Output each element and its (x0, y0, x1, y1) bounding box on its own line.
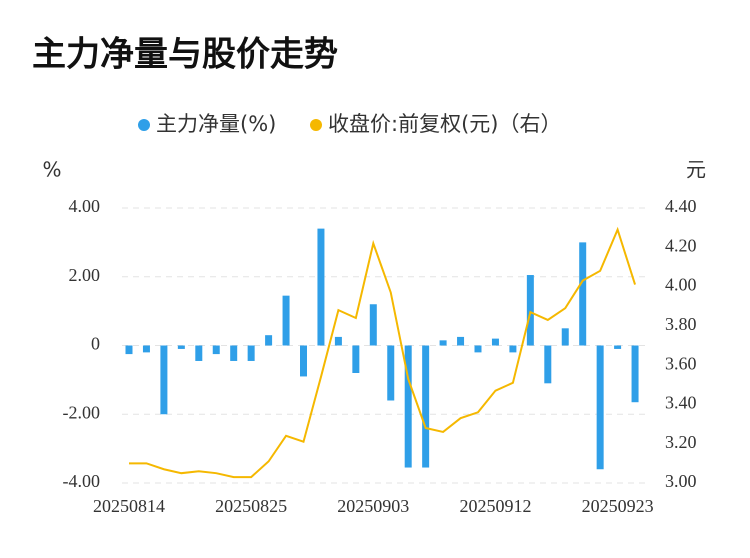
bar (317, 228, 325, 346)
bar (544, 345, 552, 384)
y2-tick-label: 3.60 (665, 353, 697, 373)
bar (282, 295, 290, 346)
bar (509, 345, 517, 353)
chart-title: 主力净量与股价走势 (32, 35, 338, 75)
bar (352, 345, 360, 373)
bar (300, 345, 307, 377)
bar (142, 345, 150, 353)
y2-tick-label: 4.20 (665, 235, 697, 255)
y-tick-label: 0 (91, 334, 100, 354)
y2-tick-label: 3.20 (665, 432, 697, 452)
y2-tick-label: 3.00 (665, 471, 697, 491)
y-tick-label: -2.00 (63, 402, 101, 422)
bar (177, 345, 185, 349)
y-tick-label: 2.00 (69, 265, 101, 285)
y-tick-label: 4.00 (69, 196, 101, 216)
legend-swatch (138, 119, 150, 131)
bar (439, 340, 447, 346)
bar (334, 336, 342, 346)
y-axis-label: % (42, 158, 61, 182)
legend-label: 收盘价:前复权(元)（右） (328, 112, 561, 136)
y2-tick-label: 3.40 (665, 393, 697, 413)
line (129, 226, 637, 479)
x-tick-label: 20250903 (337, 496, 409, 516)
bar (265, 335, 273, 346)
bar (596, 345, 604, 470)
bar (195, 345, 203, 361)
x-tick-label: 20250825 (215, 496, 287, 516)
bar (474, 345, 482, 353)
bar (422, 345, 430, 468)
x-tick-label: 20250814 (93, 496, 165, 516)
y-tick-label: -4.00 (63, 471, 101, 491)
bar (491, 338, 499, 346)
bar (526, 275, 534, 346)
legend-swatch (310, 119, 322, 131)
bar (579, 242, 587, 346)
bar (631, 345, 639, 403)
y2-axis-label: 元 (686, 158, 706, 182)
bar (457, 336, 465, 346)
x-tick-label: 20250923 (582, 496, 654, 516)
bar (230, 345, 238, 361)
legend-label: 主力净量(%) (156, 112, 276, 136)
y2-tick-label: 4.40 (665, 196, 697, 216)
y2-tick-label: 3.80 (665, 314, 697, 334)
x-tick-label: 20250912 (459, 496, 531, 516)
bar (125, 345, 133, 355)
bar (614, 345, 622, 349)
y2-tick-label: 4.00 (665, 275, 697, 295)
bar (561, 328, 569, 346)
bar (160, 345, 168, 415)
bar (212, 345, 220, 355)
bar (387, 345, 395, 401)
legend: 主力净量(%) 收盘价:前复权(元)（右） (138, 112, 561, 136)
bar (369, 304, 377, 346)
bar (247, 345, 255, 361)
bar (404, 345, 412, 468)
